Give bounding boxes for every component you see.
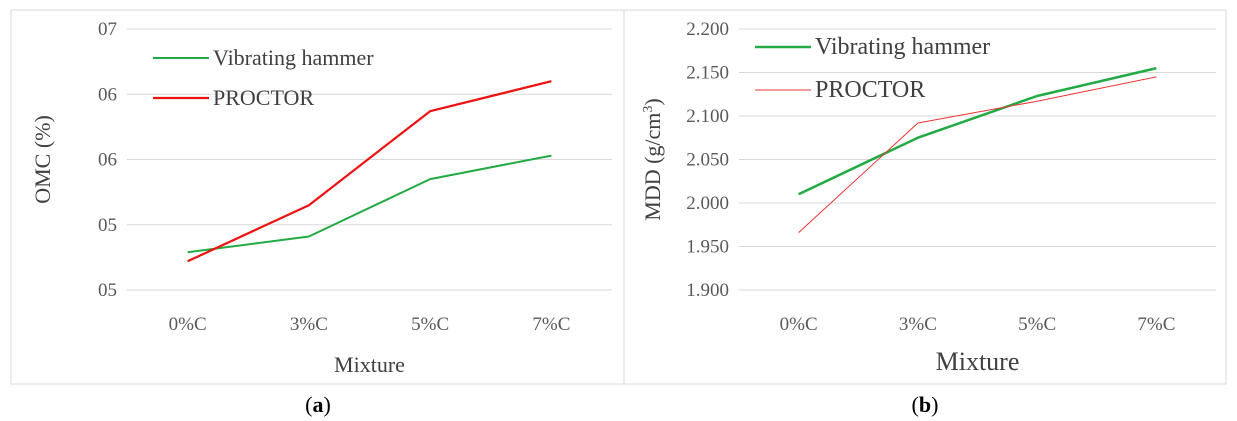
legend-label: Vibrating hammer [815, 34, 990, 60]
x-axis-label: Mixture [936, 347, 1020, 376]
legend-label: PROCTOR [815, 77, 925, 103]
series-line-proctor [187, 80, 552, 263]
y-axis-label: MDD (g/cm3) [640, 98, 665, 220]
series-line-vibrating-hammer [187, 154, 552, 254]
y-tick-label: 2.000 [686, 193, 729, 214]
y-axis-label: OMC (%) [30, 115, 55, 204]
panel-a-frame [10, 9, 625, 385]
y-tick-label: 06 [98, 150, 117, 171]
x-tick-label: 3%C [899, 314, 937, 335]
x-tick-label: 5%C [1018, 314, 1056, 335]
y-tick-label: 07 [98, 19, 117, 40]
x-tick-label: 5%C [411, 314, 449, 335]
y-tick-label: 1.900 [686, 280, 729, 301]
caption-b: (b) [912, 392, 939, 417]
y-tick-label: 2.150 [686, 63, 729, 84]
series-line-vibrating-hammer [798, 66, 1157, 196]
y-tick-label: 05 [98, 215, 117, 236]
x-tick-label: 0%C [169, 314, 207, 335]
y-tick-label: 2.100 [686, 106, 729, 127]
y-tick-label: 1.950 [686, 237, 729, 258]
caption-a: (a) [305, 392, 331, 417]
x-axis-label: Mixture [334, 352, 405, 377]
y-tick-label: 2.050 [686, 150, 729, 171]
y-tick-label: 05 [98, 280, 117, 301]
x-tick-label: 0%C [780, 314, 818, 335]
series-line-proctor [798, 76, 1157, 233]
chart-b: 1.900 1.950 2.000 2.050 2.100 2.150 2.200 0%C 3%… [640, 19, 1216, 376]
x-tick-label: 7%C [532, 314, 570, 335]
y-tick-label: 06 [98, 84, 117, 105]
x-tick-label: 7%C [1137, 314, 1175, 335]
chart-a: 05 05 06 06 07 0%C 3%C 5%C 7%C Mixture OMC (%) Vibr… [30, 19, 612, 377]
legend-label: Vibrating hammer [213, 45, 374, 70]
x-tick-label: 3%C [290, 314, 328, 335]
legend-label: PROCTOR [213, 85, 314, 110]
y-tick-label: 2.200 [686, 19, 729, 40]
